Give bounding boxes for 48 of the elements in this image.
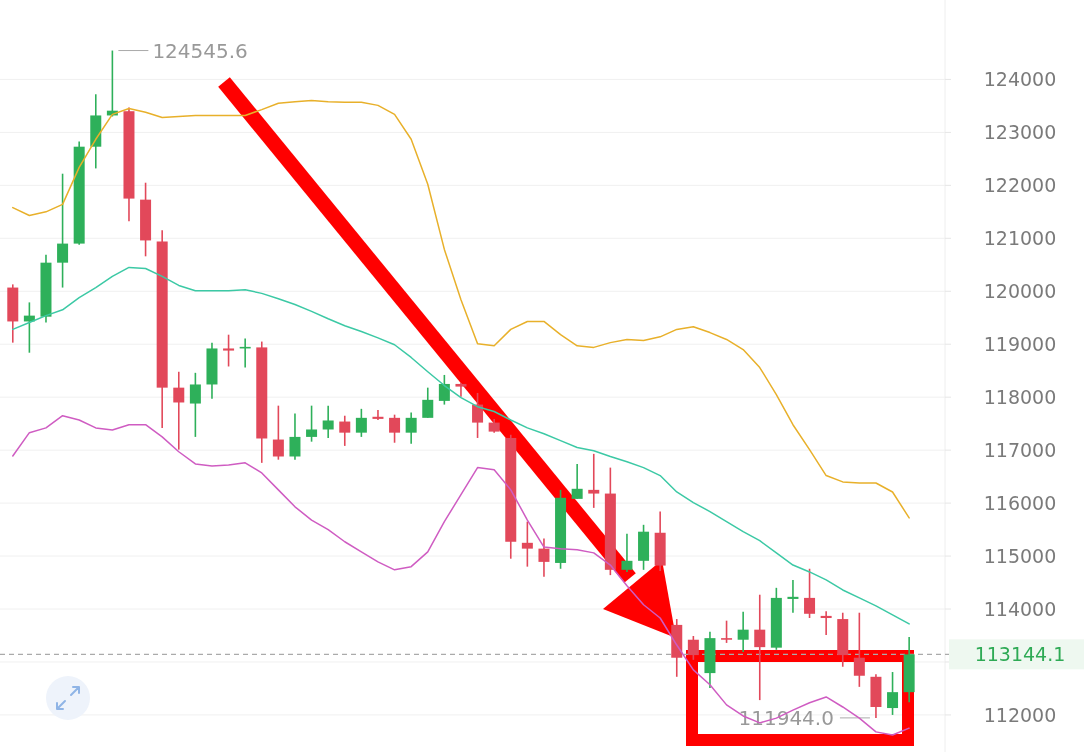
candlestick	[538, 537, 550, 578]
candlestick	[853, 611, 865, 688]
candlestick	[588, 453, 600, 509]
candlestick	[571, 463, 583, 500]
candlestick	[687, 635, 699, 661]
candlestick	[272, 404, 284, 461]
ref-line-label: 113144.1	[974, 642, 1066, 665]
y-tick-label: 119000	[983, 332, 1057, 355]
candlestick	[521, 520, 533, 568]
y-tick-label: 123000	[983, 121, 1057, 144]
y-tick-label: 124000	[983, 68, 1057, 91]
y-tick-label: 117000	[983, 438, 1057, 461]
candlestick	[306, 404, 318, 443]
candlestick	[389, 413, 401, 444]
candlestick	[223, 333, 235, 368]
candlestick	[339, 414, 351, 447]
candlestick	[405, 411, 417, 445]
y-tick-label: 120000	[983, 279, 1057, 302]
candlestick	[322, 404, 334, 439]
y-tick-label: 112000	[983, 703, 1057, 726]
line-series	[12, 99, 910, 519]
y-tick-label: 116000	[983, 491, 1057, 514]
candlestick	[455, 382, 467, 398]
candlestick	[621, 533, 633, 573]
y-tick-label: 118000	[983, 385, 1057, 408]
y-tick-label: 114000	[983, 597, 1057, 620]
candlestick	[438, 374, 450, 406]
candlestick	[372, 409, 384, 421]
candlestick	[820, 610, 832, 636]
candlestick	[57, 172, 69, 289]
y-tick-label: 122000	[983, 174, 1057, 196]
candlestick	[787, 579, 799, 614]
candlestick	[173, 370, 185, 451]
candlestick	[422, 386, 434, 419]
annotation: 124545.6	[152, 38, 248, 63]
candlestick	[721, 619, 733, 644]
y-tick-label: 115000	[983, 544, 1057, 567]
y-tick-label: 121000	[983, 226, 1057, 249]
candlestick	[472, 392, 484, 439]
line-series	[12, 414, 910, 736]
candlestick	[355, 408, 367, 438]
candlestick	[189, 372, 201, 438]
candlestick	[887, 671, 899, 716]
line-series	[12, 266, 910, 625]
candlestick	[754, 593, 766, 701]
candlestick	[804, 567, 816, 619]
candlestick	[289, 412, 301, 461]
candlestick	[737, 610, 749, 653]
